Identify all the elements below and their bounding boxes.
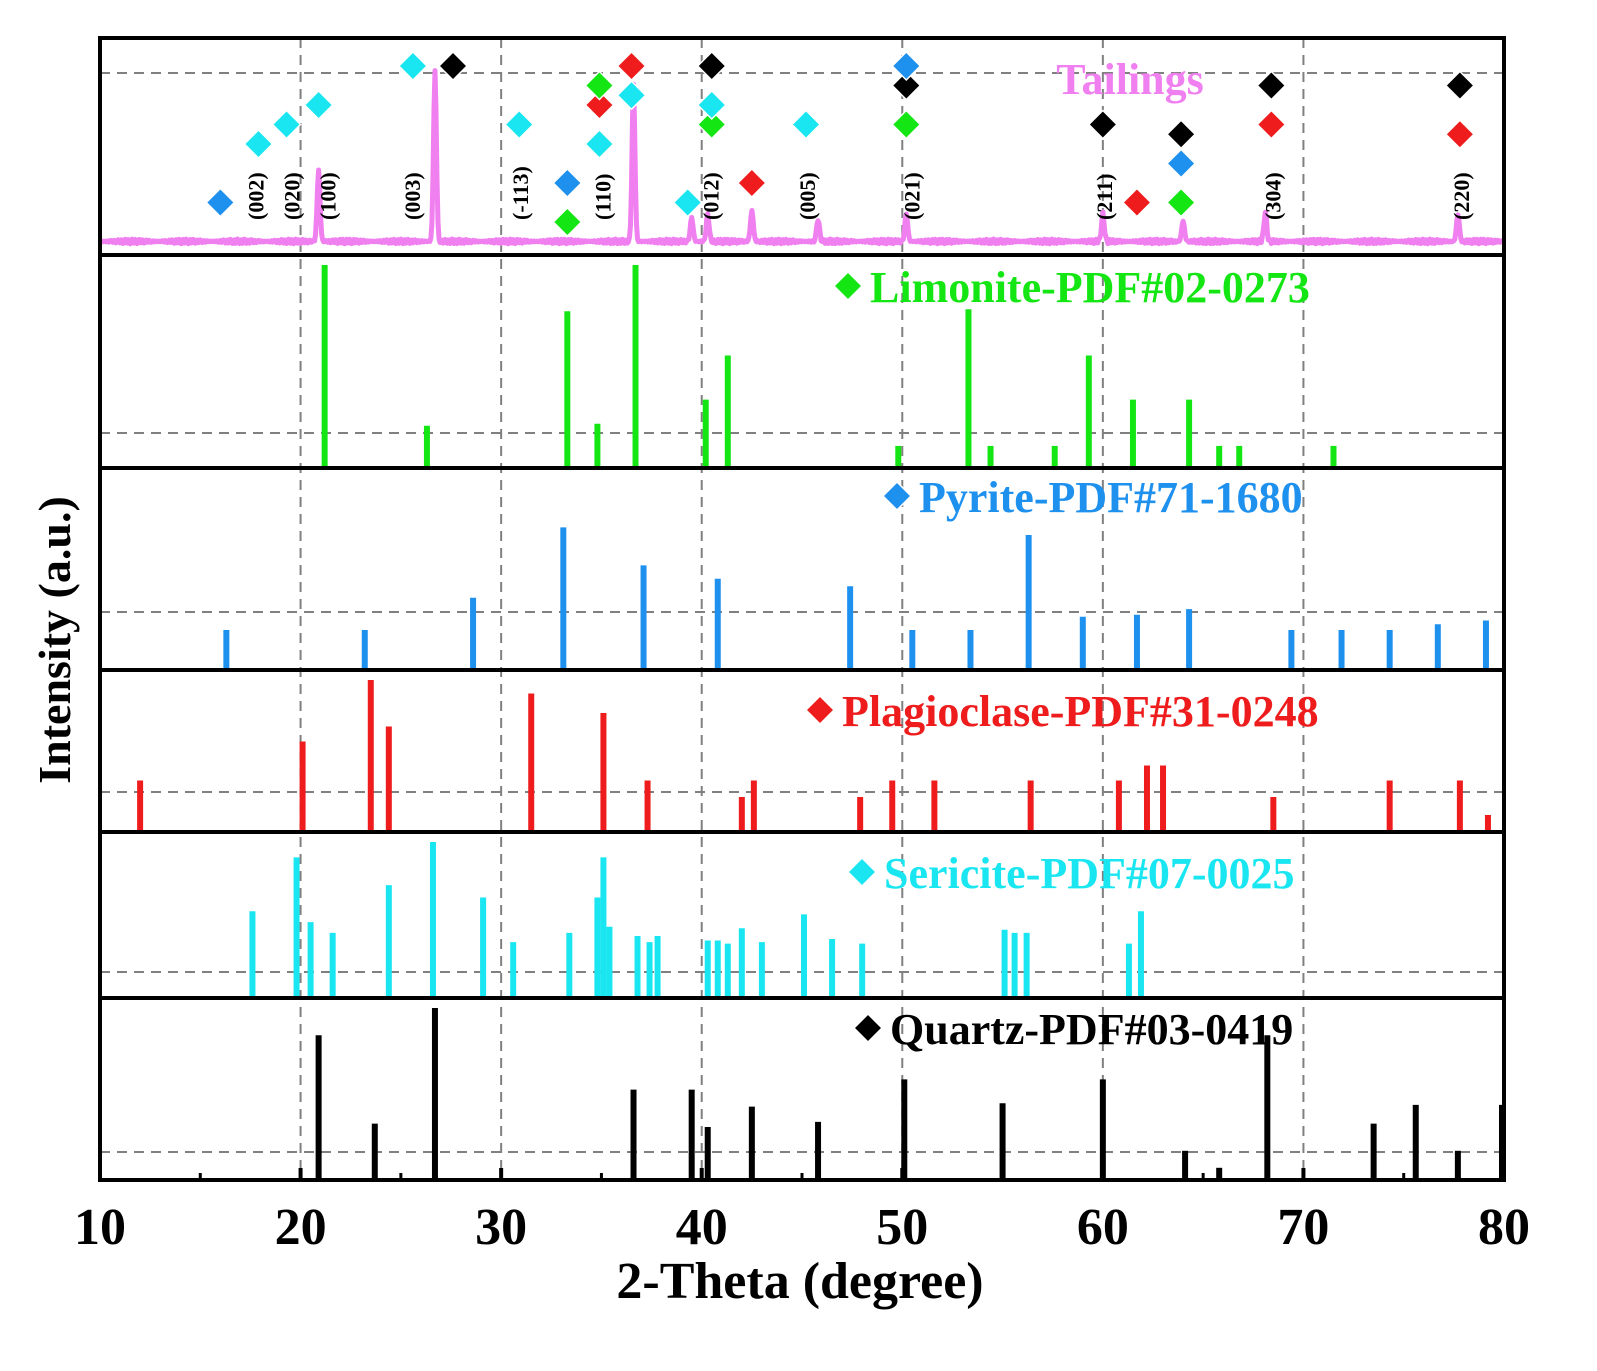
marker-pyrite (552, 167, 583, 199)
tailings-pattern (98, 68, 1506, 247)
x-tick-label: 40 (676, 1199, 728, 1256)
hkl-label: (005) (795, 172, 820, 220)
tailings-label: Tailings (1056, 55, 1204, 104)
marker-sericite (271, 109, 302, 140)
plagioclase-legend-symbol (804, 694, 836, 726)
x-axis: 10 20 30 40 50 60 70 80 (74, 1168, 1530, 1256)
quartz-legend-label: Quartz-PDF#03-0419 (890, 1005, 1293, 1054)
marker-plagioclase (1121, 187, 1153, 218)
marker-plagioclase (584, 89, 615, 121)
marker-quartz (1166, 119, 1197, 150)
hkl-label: (012) (699, 172, 724, 220)
hkl-label: (-113) (508, 166, 533, 220)
marker-quartz (1256, 70, 1287, 101)
marker-sericite (504, 109, 535, 140)
marker-plagioclase (616, 50, 647, 82)
x-tick-label: 20 (275, 1199, 327, 1256)
marker-quartz (1444, 70, 1475, 101)
x-tick-label: 60 (1077, 1199, 1129, 1256)
pyrite-legend-symbol (881, 480, 913, 512)
marker-plagioclase (736, 167, 767, 199)
hkl-label: (220) (1449, 172, 1474, 220)
marker-sericite (696, 89, 727, 121)
x-tick-label: 10 (74, 1199, 126, 1256)
limonite-legend-label: Limonite-PDF#02-0273 (870, 263, 1310, 312)
x-tick-label: 50 (876, 1199, 928, 1256)
marker-sericite (616, 80, 647, 111)
marker-limonite (696, 109, 727, 140)
marker-sericite (790, 109, 822, 140)
hkl-label: (100) (316, 172, 341, 220)
plagioclase-legend-label: Plagioclase-PDF#31-0248 (842, 687, 1319, 736)
hkl-label: (304) (1260, 172, 1285, 220)
marker-quartz (891, 70, 922, 101)
limonite-legend-symbol (832, 270, 864, 302)
x-tick-label: 70 (1277, 1199, 1329, 1256)
marker-plagioclase (1444, 119, 1475, 150)
y-axis-label: Intensity (a.u.) (29, 496, 80, 784)
marker-limonite (584, 70, 615, 101)
marker-pyrite (205, 187, 236, 218)
marker-pyrite (891, 50, 922, 82)
marker-sericite (243, 128, 274, 160)
marker-limonite (891, 109, 922, 140)
marker-pyrite (1166, 148, 1197, 179)
hkl-label: (003) (400, 172, 425, 220)
marker-sericite (672, 187, 703, 218)
x-tick-label: 80 (1478, 1199, 1530, 1256)
marker-sericite (584, 128, 615, 160)
x-tick-label: 30 (475, 1199, 527, 1256)
sericite-legend-label: Sericite-PDF#07-0025 (884, 849, 1295, 898)
plot-frame (98, 36, 1506, 1182)
hkl-label: (021) (899, 172, 924, 220)
marker-sericite (397, 50, 428, 82)
hkl-label: (020) (280, 172, 305, 220)
marker-plagioclase (1256, 109, 1287, 140)
hkl-label: (110) (590, 174, 615, 220)
annotations: (002) (020) (100) (003) (-113) (110) (012) (005… (205, 50, 1475, 1054)
marker-quartz (696, 50, 727, 82)
quartz-legend-symbol (852, 1012, 884, 1044)
marker-sericite (303, 89, 334, 121)
hkl-label: (002) (243, 172, 268, 220)
marker-quartz (437, 50, 469, 82)
x-axis-label: 2-Theta (degree) (616, 1253, 983, 1310)
marker-limonite (552, 206, 583, 238)
marker-quartz (1087, 109, 1118, 140)
pyrite-legend-label: Pyrite-PDF#71-1680 (919, 473, 1303, 522)
marker-limonite (1166, 187, 1197, 218)
sericite-legend-symbol (846, 856, 878, 888)
data-layer (98, 68, 1506, 1178)
hkl-label: (211) (1092, 174, 1117, 220)
